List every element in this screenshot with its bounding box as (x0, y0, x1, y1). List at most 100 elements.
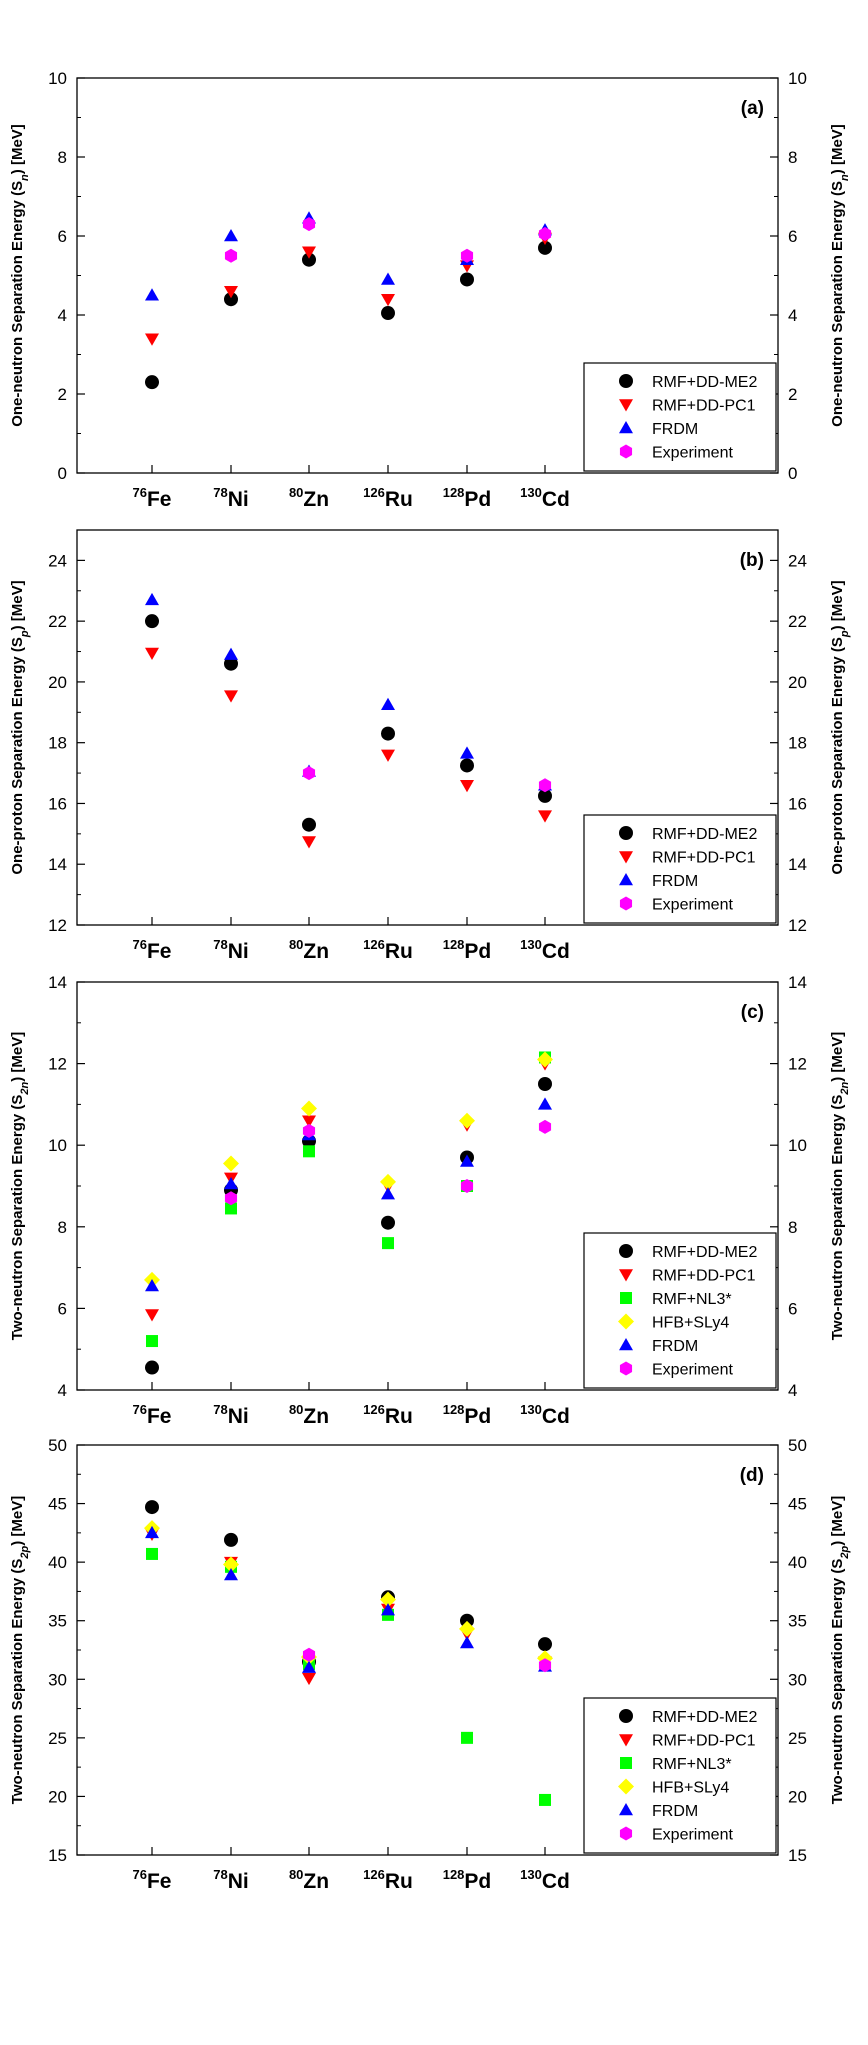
y-tick-label-right: 8 (788, 1218, 797, 1237)
y-tick-label-right: 10 (788, 1136, 807, 1155)
data-point (538, 1097, 552, 1110)
legend-marker (619, 1269, 633, 1282)
legend-marker (620, 1292, 632, 1304)
x-tick-label: 130Cd (520, 1867, 570, 1893)
y-tick-label-right: 12 (788, 916, 807, 935)
series-rmf-dd-pc1 (145, 232, 552, 346)
y-tick-label-right: 6 (788, 227, 797, 246)
data-point (537, 1051, 553, 1068)
x-tick-label: 76Fe (133, 1867, 172, 1893)
data-point (224, 647, 238, 660)
data-point (382, 1237, 394, 1250)
data-point (460, 758, 474, 773)
legend-label: RMF+DD-PC1 (652, 1733, 756, 1750)
panel-label: (a) (741, 98, 764, 119)
y-tick-label-left: 20 (48, 673, 67, 692)
y-tick-label-left: 8 (58, 148, 67, 167)
x-tick-label: 126Ru (363, 937, 413, 963)
data-point (538, 1637, 552, 1652)
y-tick-label-right: 2 (788, 385, 797, 404)
legend-label: Experiment (652, 897, 733, 914)
data-point (145, 1278, 159, 1292)
panel-c: 4 4 6 6 8 8 10 10 12 12 14 14 76Fe 78Ni 80Zn 126Ru 128Pd… (9, 973, 851, 1428)
legend-box (583, 362, 777, 472)
data-point (302, 246, 316, 259)
data-point (302, 1123, 316, 1138)
legend-marker (619, 1338, 633, 1351)
data-point (145, 288, 159, 301)
y-axis-label-left: Two-neutron Separation Energy (S2n) [MeV… (9, 1032, 31, 1340)
legend-label: RMF+DD-ME2 (652, 374, 757, 391)
legend-label: RMF+DD-ME2 (652, 1709, 757, 1726)
x-tick-label: 78Ni (213, 1402, 248, 1428)
legend: RMF+DD-ME2 RMF+DD-PC1 RMF+NL3* HFB+SLy4 FRDM… (583, 1697, 777, 1854)
legend-box (583, 1697, 777, 1854)
y-tick-label-right: 0 (788, 464, 797, 483)
plot-frame (76, 529, 779, 926)
data-point (302, 766, 316, 781)
y-tick-label-left: 14 (48, 855, 67, 874)
data-point (302, 817, 316, 832)
series-rmf-dd-me2 (145, 1500, 552, 1669)
legend-label: RMF+DD-PC1 (652, 398, 756, 415)
y-tick-label-left: 22 (48, 612, 67, 631)
x-tick-label: 80Zn (289, 485, 329, 511)
y-axis-label-right: Two-neutron Separation Energy (S2n) [MeV… (829, 1032, 851, 1340)
data-point (302, 1660, 316, 1673)
series-experiment (224, 1119, 552, 1206)
legend-marker (619, 421, 633, 434)
data-point (224, 248, 238, 263)
panel-label: (c) (741, 1002, 764, 1023)
series-rmf-dd-me2 (145, 240, 552, 390)
legend-label: HFB+SLy4 (652, 1780, 729, 1797)
data-point (460, 1635, 474, 1649)
series-frdm (145, 592, 552, 791)
data-point (302, 1115, 316, 1128)
panel-b: 12 12 14 14 16 16 18 18 20 20 22 22 24 24 76Fe 78Ni 80Zn… (9, 529, 851, 963)
y-tick-label-right: 40 (788, 1553, 807, 1572)
y-tick-label-right: 45 (788, 1495, 807, 1514)
legend-label: Experiment (652, 1827, 733, 1844)
data-point (145, 592, 159, 606)
data-point (381, 293, 395, 307)
data-point (460, 248, 474, 263)
data-point (380, 1173, 396, 1190)
legend-label: RMF+DD-PC1 (652, 1268, 756, 1285)
series-hfb-sly4 (144, 1051, 553, 1288)
data-point (538, 788, 552, 803)
legend-marker (618, 1778, 634, 1795)
data-point (459, 1620, 475, 1637)
x-tick-label: 126Ru (363, 485, 413, 511)
data-point (145, 1309, 159, 1322)
y-tick-label-right: 14 (788, 855, 807, 874)
data-point (224, 292, 238, 307)
series-rmf-dd-me2 (145, 1077, 552, 1375)
legend-label: RMF+DD-PC1 (652, 850, 756, 867)
legend: RMF+DD-ME2 RMF+DD-PC1 FRDM Experiment (583, 814, 777, 924)
y-tick-label-left: 6 (58, 1299, 67, 1318)
x-tick-label: 130Cd (520, 1402, 570, 1428)
data-point (145, 614, 159, 629)
data-point (224, 1191, 238, 1206)
y-tick-label-left: 35 (48, 1612, 67, 1631)
x-tick-label: 76Fe (133, 1402, 172, 1428)
legend-label: RMF+NL3* (652, 1291, 732, 1308)
legend-label: Experiment (652, 1362, 733, 1379)
y-tick-label-right: 35 (788, 1612, 807, 1631)
y-tick-label-left: 15 (48, 1846, 67, 1865)
data-point (223, 1155, 239, 1172)
y-tick-label-right: 4 (788, 306, 797, 325)
data-point (146, 1547, 158, 1560)
data-point (538, 1119, 552, 1134)
data-point (145, 1360, 159, 1375)
y-tick-label-right: 20 (788, 1787, 807, 1806)
x-tick-label: 130Cd (520, 485, 570, 511)
y-tick-label-left: 10 (48, 1136, 67, 1155)
series-experiment (302, 766, 552, 793)
series-experiment (224, 217, 552, 263)
x-tick-label: 78Ni (213, 937, 248, 963)
x-tick-label: 128Pd (443, 485, 492, 511)
series-rmf-dd-me2 (145, 614, 552, 832)
data-point (303, 1145, 315, 1158)
legend: RMF+DD-ME2 RMF+DD-PC1 RMF+NL3* HFB+SLy4 FRDM… (583, 1232, 777, 1389)
